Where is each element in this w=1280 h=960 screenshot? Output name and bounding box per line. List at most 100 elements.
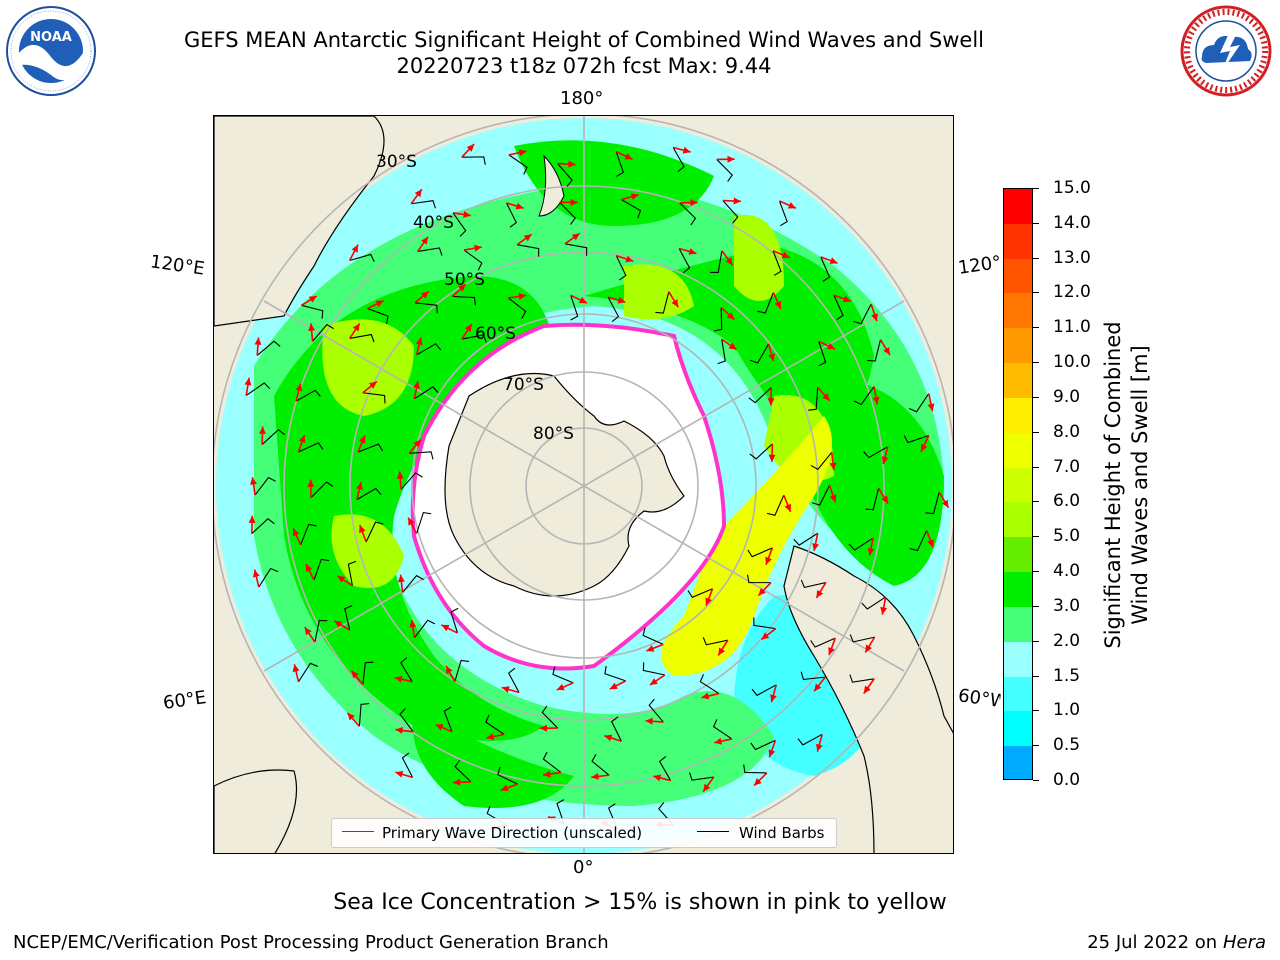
wave-region-5-7m-d [734, 214, 784, 301]
wind-barb [508, 154, 528, 175]
wind-barb [349, 253, 375, 262]
wave-direction-arrowhead [871, 313, 878, 322]
wave-direction-arrowhead [726, 312, 735, 320]
wind-barb [301, 304, 324, 319]
wind-barb [313, 558, 330, 581]
wave-direction-arrowhead [765, 556, 772, 565]
australia [214, 116, 385, 327]
wind-barb [849, 634, 875, 643]
colorbar-tick-label: 15.0 [1053, 178, 1091, 198]
wind-barb [743, 764, 767, 774]
wind-barb [402, 574, 424, 593]
wind-barb [853, 386, 875, 406]
wind-barb [800, 579, 826, 589]
lat-label-70s: 70°S [503, 375, 544, 395]
wind-barb [642, 627, 664, 645]
footer-branch: NCEP/EMC/Verification Post Processing Pr… [13, 932, 609, 953]
colorbar-tick-mark [1033, 780, 1039, 781]
footer-machine: Hera [1222, 932, 1266, 953]
lat-label-30s: 30°S [376, 152, 417, 172]
wind-barb [712, 719, 733, 740]
wave-region-5-7m-a [322, 319, 414, 416]
wave-direction-arrowhead [356, 482, 363, 490]
wind-barb [800, 671, 826, 681]
wind-barb [797, 733, 823, 746]
wind-barb [570, 295, 579, 321]
map-svg [214, 116, 953, 853]
wave-direction-arrowhead [624, 153, 633, 160]
colorbar-tick-mark [1033, 396, 1039, 398]
wave-direction-arrowhead [927, 403, 935, 412]
wind-barb [461, 156, 486, 165]
wave-direction-arrowhead [358, 435, 366, 444]
colorbar-segment [1004, 223, 1032, 260]
wind-barb [416, 343, 442, 356]
wind-barb [678, 248, 691, 274]
wind-barb [349, 333, 375, 343]
colorbar-tick-mark [1033, 188, 1039, 189]
wave-direction-arrowhead [308, 295, 317, 303]
colorbar-tick-mark [1033, 466, 1039, 468]
wind-barb [615, 255, 627, 281]
wave-direction-arrowhead [359, 525, 366, 534]
wind-barb [312, 323, 335, 342]
lat-label-50s: 50°S [444, 270, 485, 290]
wave-direction-arrowhead [768, 353, 775, 362]
wave-direction-arrowhead [921, 443, 928, 452]
wind-barb [751, 684, 777, 697]
wave-direction-arrowhead [826, 342, 835, 350]
wave-region-4-5m-top [514, 140, 714, 226]
wave-direction-arrowhead [829, 257, 838, 264]
wind-barb [716, 159, 733, 182]
colorbar-tick-mark [1033, 362, 1039, 364]
wind-barb [925, 492, 940, 515]
wave-direction-arrowhead [872, 396, 880, 405]
wind-barb [903, 434, 929, 444]
footer-date-text: 25 Jul 2022 on [1087, 932, 1223, 953]
wind-barb [747, 547, 773, 558]
wave-direction-arrowhead [829, 494, 837, 503]
colorbar-tick-mark [1033, 745, 1039, 747]
wind-barb [505, 202, 518, 228]
wind-barb [400, 472, 423, 490]
wind-barb [679, 202, 697, 226]
wave-direction-arrowhead [867, 547, 875, 556]
wind-barb [401, 752, 414, 778]
wave-direction-arrowhead [768, 454, 776, 462]
colorbar-segment [1004, 502, 1032, 539]
colorbar-tick-mark [1033, 605, 1039, 607]
wave-direction-arrowhead [394, 675, 403, 683]
wind-barb [400, 657, 413, 682]
wind-barb [452, 212, 467, 237]
wave-direction-arrowhead [570, 198, 578, 206]
lon-label-60e: 60°E [161, 687, 208, 714]
wave-direction-arrowhead [816, 589, 824, 598]
wave-direction-arrowhead [718, 647, 726, 656]
colorbar-tick-mark [1033, 257, 1039, 259]
wave-direction-arrowhead [441, 624, 450, 632]
wave-direction-arrowhead [421, 236, 429, 245]
wind-barb [314, 619, 328, 643]
wind-barb [689, 772, 714, 781]
noaa-logo: NOAA [6, 6, 96, 96]
wave-direction-arrowhead [829, 462, 837, 471]
wind-barb [818, 341, 827, 367]
wind-barb [749, 343, 770, 364]
colorbar-tick-label: 13.0 [1053, 247, 1091, 268]
colorbar-tick-mark [1033, 536, 1039, 538]
colorbar [1003, 188, 1033, 780]
colorbar-segment [1004, 258, 1032, 295]
wave-direction-arrowhead [305, 564, 313, 573]
wave-direction-arrowhead [645, 717, 653, 725]
wave-direction-arrowhead [941, 499, 949, 508]
wind-barb [750, 739, 776, 751]
wind-barb [454, 759, 472, 783]
wave-direction-arrowhead [767, 398, 775, 406]
wave-direction-arrowhead [571, 233, 580, 241]
wind-barb [414, 386, 439, 400]
wind-barb [591, 754, 610, 776]
colorbar-tick-label: 1.0 [1053, 700, 1081, 721]
graticule [214, 116, 953, 853]
wave-direction-arrowhead [727, 155, 735, 163]
wave-direction-arrowhead [308, 323, 316, 331]
